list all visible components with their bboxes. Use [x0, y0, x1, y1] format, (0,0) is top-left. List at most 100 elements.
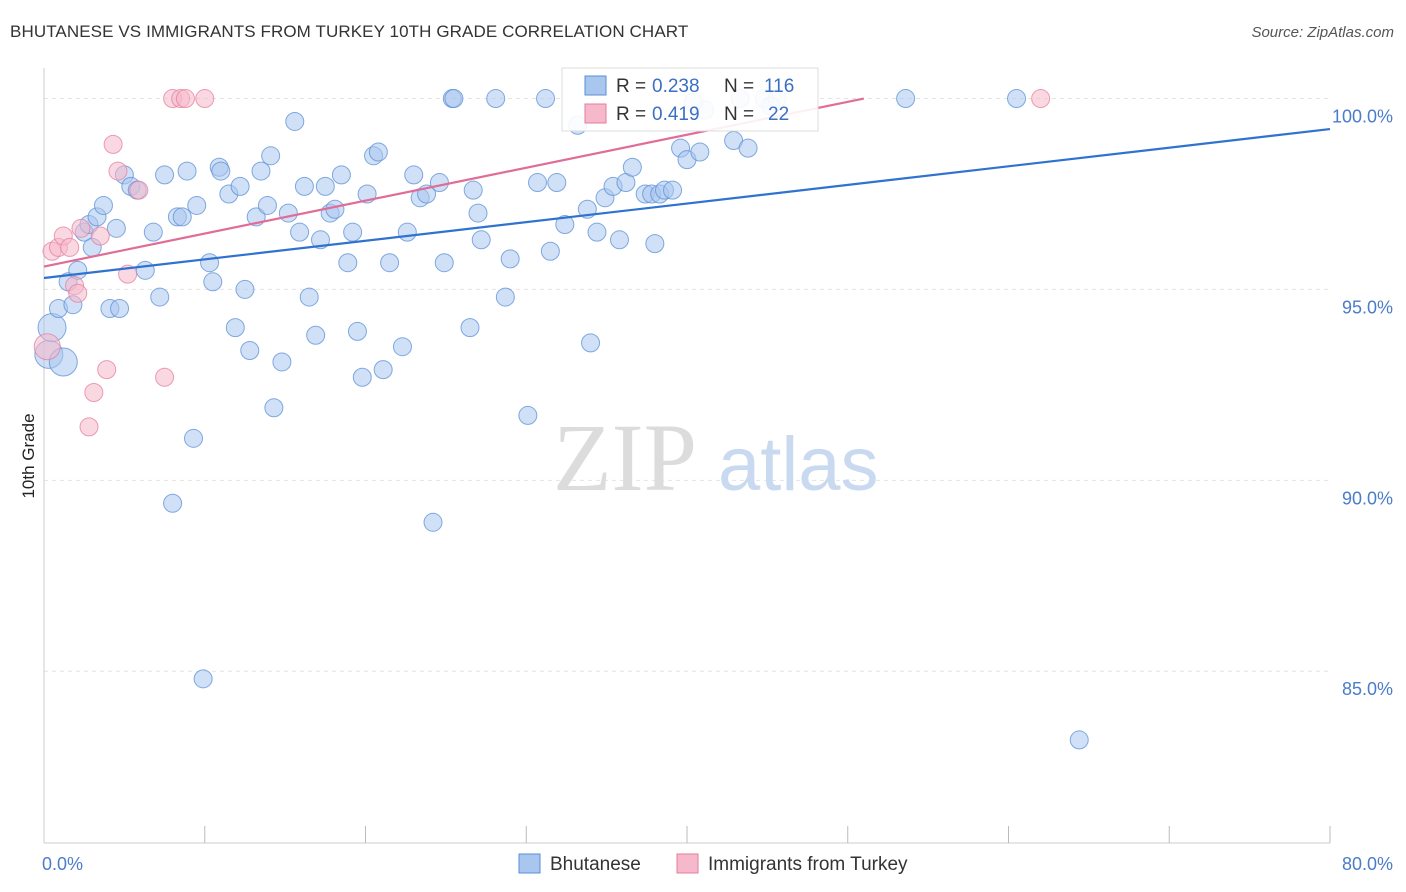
bottom-legend-turkey[interactable]: Immigrants from Turkey: [708, 854, 908, 875]
bhutanese-point-86: [555, 215, 575, 235]
bhutanese-point-89: [581, 333, 601, 353]
watermark-zip: ZIP: [553, 404, 697, 511]
bhutanese-point-24: [172, 207, 192, 227]
bhutanese-point-78: [486, 89, 506, 109]
bhutanese-point-49: [306, 325, 326, 345]
bhutanese-point-108: [738, 138, 758, 158]
bhutanese-point-74: [460, 318, 480, 338]
bhutanese-point-90: [587, 222, 607, 242]
turkey-point-10: [90, 226, 110, 246]
bhutanese-point-48: [299, 287, 319, 307]
legend-n-label-2: N =: [724, 104, 754, 125]
bhutanese-point-50: [310, 230, 330, 250]
bhutanese-point-113: [1069, 730, 1089, 750]
bhutanese-point-42: [264, 398, 284, 418]
bhutanese-point-84: [540, 241, 560, 261]
bhutanese-point-73: [444, 89, 464, 109]
bhutanese-point-58: [352, 367, 372, 387]
legend-n-value-2: 22: [768, 104, 789, 125]
turkey-point-19: [175, 89, 195, 109]
legend-n-label-1: N =: [724, 76, 754, 97]
bhutanese-point-36: [235, 279, 255, 299]
bhutanese-point-32: [211, 161, 231, 181]
turkey-point-0: [33, 333, 61, 361]
bhutanese-point-111: [896, 89, 916, 109]
chart-title: BHUTANESE VS IMMIGRANTS FROM TURKEY 10TH…: [10, 22, 689, 41]
bhutanese-point-85: [547, 173, 567, 193]
bhutanese-point-76: [468, 203, 488, 223]
bhutanese-point-56: [343, 222, 363, 242]
series-legend: Bhutanese Immigrants from Turkey: [518, 853, 908, 875]
bhutanese-point-40: [257, 195, 277, 215]
watermark-atlas: atlas: [718, 422, 879, 507]
bhutanese-point-37: [240, 341, 260, 361]
y-tick-label-0: 100.0%: [1332, 107, 1393, 127]
turkey-point-6: [68, 283, 88, 303]
bhutanese-point-22: [163, 493, 183, 513]
y-tick-labels: 100.0% 95.0% 90.0% 85.0%: [1332, 107, 1393, 700]
bhutanese-point-77: [471, 230, 491, 250]
bhutanese-point-46: [290, 222, 310, 242]
bhutanese-point-34: [225, 318, 245, 338]
bhutanese-point-104: [690, 142, 710, 162]
bottom-legend-bhutanese[interactable]: Bhutanese: [550, 854, 641, 875]
bhutanese-point-29: [200, 253, 220, 273]
bhutanese-point-93: [609, 230, 629, 250]
bhutanese-point-70: [429, 173, 449, 193]
legend-r-value-2: 0.419: [652, 104, 700, 125]
bhutanese-point-26: [183, 428, 203, 448]
x-tick-marks: [204, 826, 1331, 843]
y-tick-label-1: 95.0%: [1342, 297, 1393, 317]
bhutanese-point-51: [315, 176, 335, 196]
bhutanese-point-62: [373, 360, 393, 380]
bhutanese-point-112: [1007, 89, 1027, 109]
bhutanese-point-54: [331, 165, 351, 185]
turkey-point-21: [1031, 89, 1051, 109]
bhutanese-point-69: [423, 512, 443, 532]
bhutanese-point-11: [93, 195, 113, 215]
bhutanese-point-95: [622, 157, 642, 177]
correlation-legend: R = 0.238 N = 116 R = 0.419 N = 22: [561, 67, 819, 132]
turkey-point-15: [129, 180, 149, 200]
bhutanese-point-41: [261, 146, 281, 166]
bhutanese-point-83: [536, 89, 556, 109]
legend-r-value-1: 0.238: [652, 76, 700, 97]
turkey-point-7: [71, 218, 91, 238]
bhutanese-point-19: [143, 222, 163, 242]
bottom-swatch-turkey[interactable]: [676, 853, 699, 874]
turkey-point-9: [84, 383, 104, 403]
bhutanese-point-25: [177, 161, 197, 181]
bhutanese-point-71: [434, 253, 454, 273]
legend-r-label-1: R =: [616, 76, 646, 97]
bhutanese-point-79: [495, 287, 515, 307]
bhutanese-point-28: [193, 669, 213, 689]
legend-n-value-1: 116: [764, 76, 794, 97]
bhutanese-point-65: [397, 222, 417, 242]
x-tick-label-1: 80.0%: [1342, 854, 1393, 874]
bhutanese-point-21: [155, 165, 175, 185]
bhutanese-point-75: [463, 180, 483, 200]
turkey-point-11: [97, 360, 117, 380]
turkey-point-4: [60, 237, 80, 257]
bhutanese-point-64: [392, 337, 412, 357]
bhutanese-point-98: [645, 234, 665, 254]
bhutanese-point-13: [106, 218, 126, 238]
bottom-swatch-bhutanese[interactable]: [518, 853, 541, 874]
bhutanese-point-43: [272, 352, 292, 372]
turkey-point-8: [79, 417, 99, 437]
bhutanese-point-66: [404, 165, 424, 185]
legend-swatch-turkey: [584, 103, 607, 124]
bhutanese-point-55: [338, 253, 358, 273]
bhutanese-point-45: [285, 111, 305, 131]
legend-swatch-bhutanese: [584, 75, 607, 96]
watermark: ZIP atlas: [553, 404, 879, 511]
bhutanese-point-35: [230, 176, 250, 196]
bhutanese-point-80: [500, 249, 520, 269]
y-tick-label-3: 85.0%: [1342, 679, 1393, 699]
x-tick-label-0: 0.0%: [42, 854, 83, 874]
x-tick-labels: 0.0% 80.0%: [42, 854, 1393, 874]
bhutanese-point-47: [294, 176, 314, 196]
y-axis-label: 10th Grade: [19, 413, 38, 498]
bhutanese-trend-line: [43, 127, 1331, 280]
legend-r-label-2: R =: [616, 104, 646, 125]
